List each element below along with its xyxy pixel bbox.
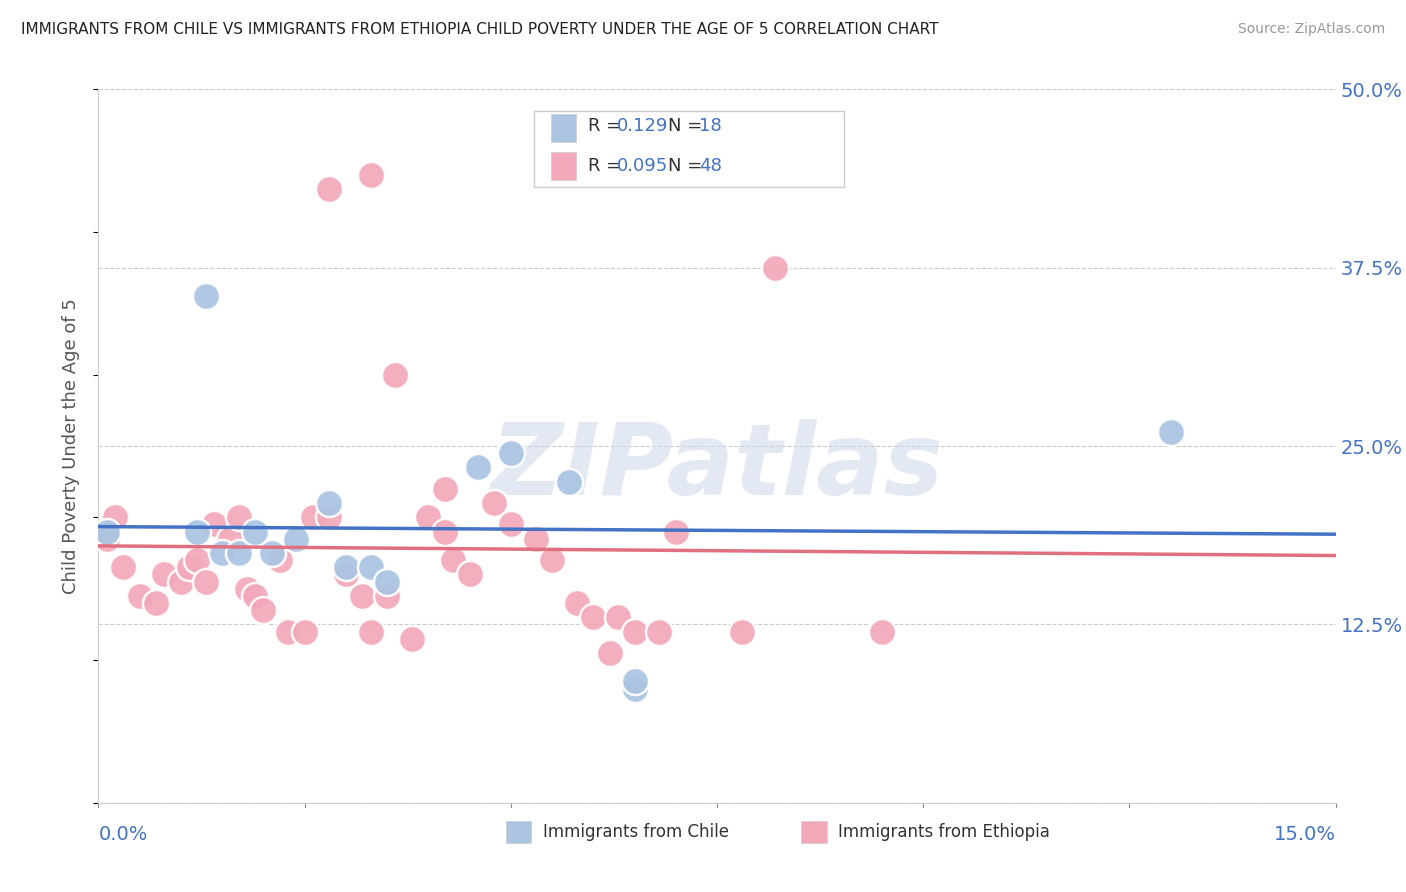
Text: Immigrants from Chile: Immigrants from Chile — [543, 822, 728, 841]
Point — [285, 532, 308, 546]
Point — [243, 589, 266, 603]
Point — [360, 624, 382, 639]
Point — [153, 567, 176, 582]
Point — [318, 510, 340, 524]
Point — [186, 553, 208, 567]
Point — [582, 610, 605, 624]
Text: 0.129: 0.129 — [617, 117, 669, 135]
Point — [607, 610, 630, 624]
Point — [384, 368, 406, 382]
Point — [318, 182, 340, 196]
Text: 15.0%: 15.0% — [1274, 825, 1336, 844]
Text: 0.095: 0.095 — [617, 157, 668, 175]
Point — [318, 496, 340, 510]
Point — [170, 574, 193, 589]
Text: 48: 48 — [699, 157, 721, 175]
Point — [335, 567, 357, 582]
Point — [243, 524, 266, 539]
Point — [541, 553, 564, 567]
Point — [96, 524, 118, 539]
Text: R =: R = — [588, 117, 627, 135]
Point — [360, 560, 382, 574]
Point — [145, 596, 167, 610]
Point — [433, 524, 456, 539]
Point — [202, 517, 225, 532]
Point — [112, 560, 135, 574]
Point — [179, 560, 201, 574]
Point — [104, 510, 127, 524]
Point — [623, 624, 645, 639]
Point — [623, 674, 645, 689]
Point — [194, 289, 217, 303]
Point — [302, 510, 325, 524]
Point — [648, 624, 671, 639]
Point — [269, 553, 291, 567]
Point — [401, 632, 423, 646]
Text: N =: N = — [668, 157, 707, 175]
Text: N =: N = — [668, 117, 707, 135]
Point — [186, 524, 208, 539]
Text: Source: ZipAtlas.com: Source: ZipAtlas.com — [1237, 22, 1385, 37]
Y-axis label: Child Poverty Under the Age of 5: Child Poverty Under the Age of 5 — [62, 298, 80, 594]
Text: 0.0%: 0.0% — [98, 825, 148, 844]
Point — [277, 624, 299, 639]
Point — [499, 517, 522, 532]
Point — [236, 582, 259, 596]
Point — [565, 596, 588, 610]
Text: IMMIGRANTS FROM CHILE VS IMMIGRANTS FROM ETHIOPIA CHILD POVERTY UNDER THE AGE OF: IMMIGRANTS FROM CHILE VS IMMIGRANTS FROM… — [21, 22, 939, 37]
Point — [375, 574, 398, 589]
Point — [524, 532, 547, 546]
Point — [211, 546, 233, 560]
Point — [352, 589, 374, 603]
Point — [870, 624, 893, 639]
Point — [418, 510, 440, 524]
Point — [194, 574, 217, 589]
Point — [252, 603, 274, 617]
Point — [467, 460, 489, 475]
Point — [228, 510, 250, 524]
Point — [375, 589, 398, 603]
Text: ZIPatlas: ZIPatlas — [491, 419, 943, 516]
Point — [260, 546, 283, 560]
Point — [599, 646, 621, 660]
Point — [557, 475, 579, 489]
Point — [665, 524, 688, 539]
Point — [128, 589, 150, 603]
Point — [499, 446, 522, 460]
Point — [441, 553, 464, 567]
Point — [433, 482, 456, 496]
Point — [335, 560, 357, 574]
Point — [360, 168, 382, 182]
Text: Immigrants from Ethiopia: Immigrants from Ethiopia — [838, 822, 1050, 841]
Text: 18: 18 — [699, 117, 721, 135]
Point — [228, 546, 250, 560]
Point — [96, 532, 118, 546]
Point — [484, 496, 506, 510]
Point — [1160, 425, 1182, 439]
Point — [623, 681, 645, 696]
Point — [731, 624, 754, 639]
Point — [294, 624, 316, 639]
Point — [763, 260, 786, 275]
Point — [219, 532, 242, 546]
Point — [458, 567, 481, 582]
Text: R =: R = — [588, 157, 627, 175]
